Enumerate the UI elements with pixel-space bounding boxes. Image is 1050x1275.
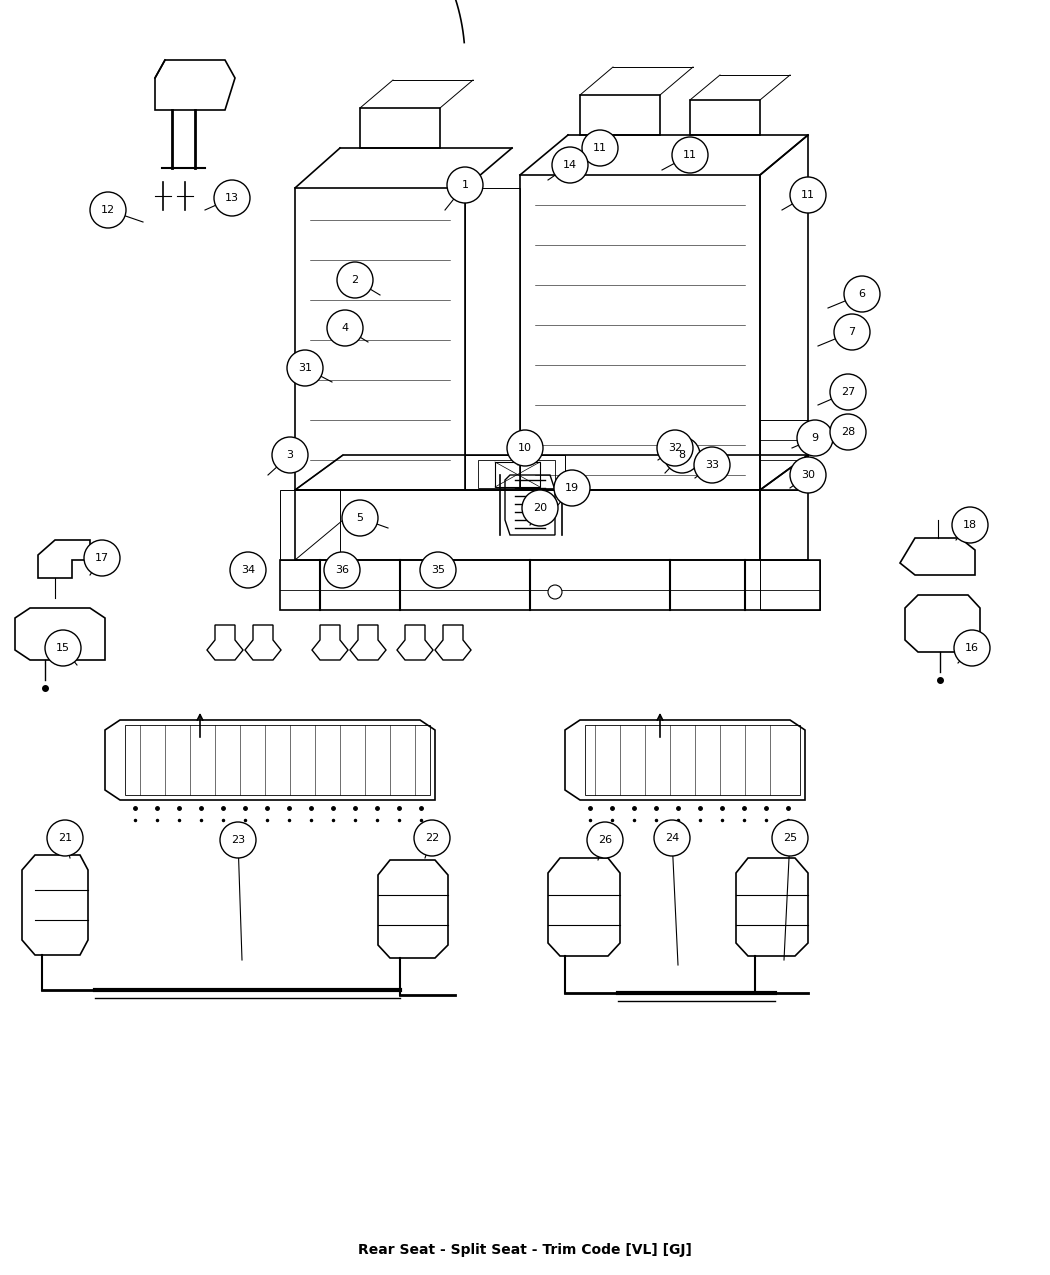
Circle shape (214, 180, 250, 215)
Text: 21: 21 (58, 833, 72, 843)
Circle shape (657, 430, 693, 465)
Text: 15: 15 (56, 643, 70, 653)
Text: 20: 20 (533, 504, 547, 513)
Circle shape (672, 136, 708, 173)
Text: 9: 9 (812, 434, 819, 442)
Text: 5: 5 (357, 513, 363, 523)
Text: 17: 17 (94, 553, 109, 564)
Circle shape (548, 585, 562, 599)
Circle shape (587, 822, 623, 858)
Text: 32: 32 (668, 442, 682, 453)
Circle shape (790, 177, 826, 213)
Circle shape (830, 414, 866, 450)
Text: 6: 6 (859, 289, 865, 300)
Circle shape (954, 630, 990, 666)
Circle shape (844, 275, 880, 312)
Circle shape (554, 470, 590, 506)
Text: 35: 35 (430, 565, 445, 575)
Text: 3: 3 (287, 450, 294, 460)
Circle shape (694, 448, 730, 483)
Text: 24: 24 (665, 833, 679, 843)
Text: 27: 27 (841, 388, 855, 397)
Circle shape (522, 490, 558, 527)
Circle shape (952, 507, 988, 543)
Circle shape (324, 552, 360, 588)
Text: 16: 16 (965, 643, 979, 653)
Text: 19: 19 (565, 483, 579, 493)
Circle shape (327, 310, 363, 346)
Circle shape (664, 437, 700, 473)
Circle shape (45, 630, 81, 666)
Circle shape (287, 351, 323, 386)
Text: 13: 13 (225, 193, 239, 203)
Circle shape (272, 437, 308, 473)
Circle shape (84, 541, 120, 576)
Text: 4: 4 (341, 323, 349, 333)
Text: 36: 36 (335, 565, 349, 575)
Circle shape (447, 167, 483, 203)
Circle shape (772, 820, 808, 856)
Text: 2: 2 (352, 275, 358, 286)
Text: 11: 11 (593, 143, 607, 153)
Circle shape (834, 314, 870, 351)
Circle shape (420, 552, 456, 588)
Circle shape (414, 820, 450, 856)
Circle shape (797, 419, 833, 456)
Text: 26: 26 (597, 835, 612, 845)
Circle shape (552, 147, 588, 184)
Circle shape (654, 820, 690, 856)
Text: 28: 28 (841, 427, 855, 437)
Circle shape (582, 130, 618, 166)
Text: Rear Seat - Split Seat - Trim Code [VL] [GJ]: Rear Seat - Split Seat - Trim Code [VL] … (358, 1243, 692, 1257)
Text: 1: 1 (462, 180, 468, 190)
Text: 7: 7 (848, 326, 856, 337)
Text: 30: 30 (801, 470, 815, 479)
Circle shape (47, 820, 83, 856)
Text: 23: 23 (231, 835, 245, 845)
Circle shape (220, 822, 256, 858)
Text: 12: 12 (101, 205, 116, 215)
Text: 8: 8 (678, 450, 686, 460)
Text: 18: 18 (963, 520, 978, 530)
Text: 11: 11 (801, 190, 815, 200)
Text: 31: 31 (298, 363, 312, 374)
Text: 11: 11 (682, 150, 697, 159)
Circle shape (830, 374, 866, 411)
Text: 34: 34 (240, 565, 255, 575)
Text: 14: 14 (563, 159, 578, 170)
Text: 22: 22 (425, 833, 439, 843)
Circle shape (230, 552, 266, 588)
Circle shape (790, 456, 826, 493)
Circle shape (507, 430, 543, 465)
Text: 10: 10 (518, 442, 532, 453)
Circle shape (90, 193, 126, 228)
Text: 25: 25 (783, 833, 797, 843)
Circle shape (342, 500, 378, 536)
Text: 33: 33 (705, 460, 719, 470)
Circle shape (337, 261, 373, 298)
